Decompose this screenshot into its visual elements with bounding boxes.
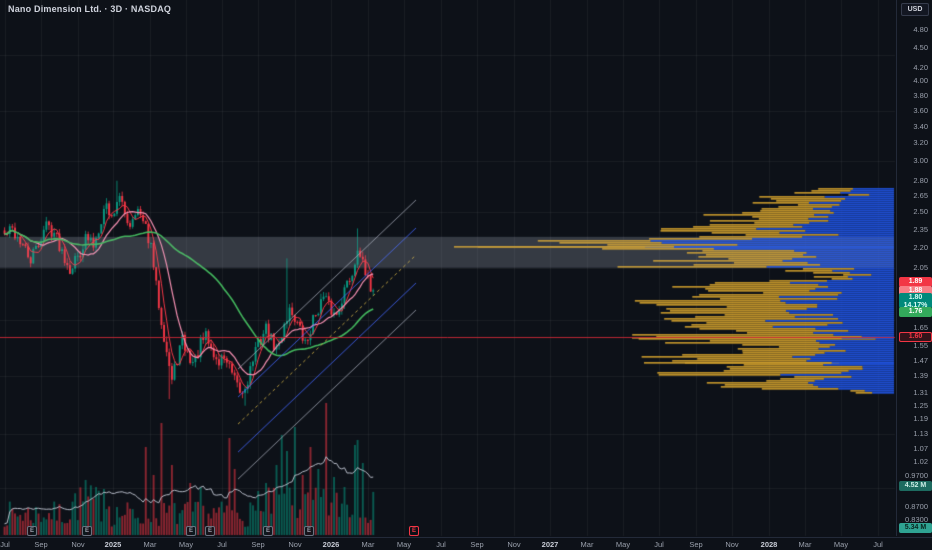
earnings-badge[interactable]: E xyxy=(263,526,273,536)
price-axis-label: 1.07 xyxy=(913,444,928,454)
time-axis-label: Mar xyxy=(798,540,812,549)
price-tag: 4.52 M xyxy=(899,481,932,491)
price-axis-label: 4.80 xyxy=(913,25,928,35)
price-axis-label: 2.35 xyxy=(913,224,928,234)
price-axis-label: 1.55 xyxy=(913,340,928,350)
symbol-title[interactable]: Nano Dimension Ltd. · 3D · NASDAQ xyxy=(8,4,172,14)
price-tag: 1.88 xyxy=(899,286,932,296)
price-axis-label: 1.02 xyxy=(913,457,928,467)
price-tag: 1.76 xyxy=(899,307,932,317)
price-axis-label: 4.20 xyxy=(913,62,928,72)
time-axis-label: Nov xyxy=(288,540,302,549)
time-axis-label: Nov xyxy=(725,540,739,549)
time-axis-label: 2025 xyxy=(104,540,122,549)
price-axis-label: 0.8700 xyxy=(905,501,928,511)
price-axis-label: 0.8300 xyxy=(905,514,928,524)
time-axis-label: Mar xyxy=(361,540,375,549)
price-tag: 1.60 xyxy=(899,332,932,342)
price-axis-label: 1.39 xyxy=(913,371,928,381)
upcoming-earnings-badge[interactable]: E xyxy=(409,526,419,536)
price-axis-label: 4.50 xyxy=(913,43,928,53)
time-axis-label: 2028 xyxy=(760,540,778,549)
price-axis-label: 3.80 xyxy=(913,90,928,100)
price-axis-label: 3.40 xyxy=(913,121,928,131)
time-axis-label: Jul xyxy=(217,540,227,549)
price-axis-label: 1.31 xyxy=(913,387,928,397)
time-axis-label: Mar xyxy=(580,540,594,549)
price-axis-label: 4.00 xyxy=(913,76,928,86)
price-axis-label: 3.20 xyxy=(913,138,928,148)
time-axis-label: 2026 xyxy=(322,540,340,549)
price-axis[interactable]: USD 4.80 4.50 4.20 4.00 3.80 3.60 3.40 3.20 3.00… xyxy=(896,0,932,536)
price-axis-label: 2.50 xyxy=(913,207,928,217)
price-axis-label: 1.13 xyxy=(913,428,928,438)
time-axis-label: Nov xyxy=(507,540,521,549)
earnings-badge[interactable]: E xyxy=(205,526,215,536)
time-axis-label: May xyxy=(178,540,194,549)
price-tag: 1.80 14.17% xyxy=(899,293,932,309)
time-axis-label: Jul xyxy=(436,540,446,549)
price-tag: 5.34 M xyxy=(899,523,932,533)
price-axis-label: 0.9700 xyxy=(905,471,928,481)
price-axis-label: 2.20 xyxy=(913,243,928,253)
time-axis-label: May xyxy=(615,540,631,549)
time-axis-label: Sep xyxy=(251,540,265,549)
price-axis-label: 1.47 xyxy=(913,355,928,365)
time-axis-label: 2027 xyxy=(541,540,559,549)
currency-usd-button[interactable]: USD xyxy=(901,3,929,16)
time-axis-label: Sep xyxy=(470,540,484,549)
price-axis-label: 2.80 xyxy=(913,175,928,185)
price-tag: 1.89 xyxy=(899,277,932,287)
time-axis-label: Jul xyxy=(873,540,883,549)
time-axis-label: Nov xyxy=(71,540,85,549)
time-axis-label: Mar xyxy=(143,540,157,549)
time-axis-label: May xyxy=(396,540,412,549)
price-axis-label: 3.00 xyxy=(913,156,928,166)
price-axis-label: 2.05 xyxy=(913,262,928,272)
price-axis-label: 3.60 xyxy=(913,105,928,115)
time-axis-label: Sep xyxy=(34,540,48,549)
earnings-badge[interactable]: E xyxy=(186,526,196,536)
earnings-badge[interactable]: E xyxy=(27,526,37,536)
time-axis-label: May xyxy=(833,540,849,549)
price-axis-label: 1.19 xyxy=(913,414,928,424)
earnings-badge[interactable]: E xyxy=(304,526,314,536)
time-axis-label: Sep xyxy=(689,540,703,549)
earnings-badge[interactable]: E xyxy=(82,526,92,536)
price-axis-label: 1.65 xyxy=(913,323,928,333)
price-axis-label: 1.25 xyxy=(913,400,928,410)
time-axis-label: Jul xyxy=(0,540,10,549)
time-axis[interactable]: Jul Sep Nov 2025 Mar May Jul Sep Nov 2026 Mar May Ju… xyxy=(0,537,932,550)
time-axis-label: Jul xyxy=(654,540,664,549)
price-axis-label: 2.65 xyxy=(913,191,928,201)
